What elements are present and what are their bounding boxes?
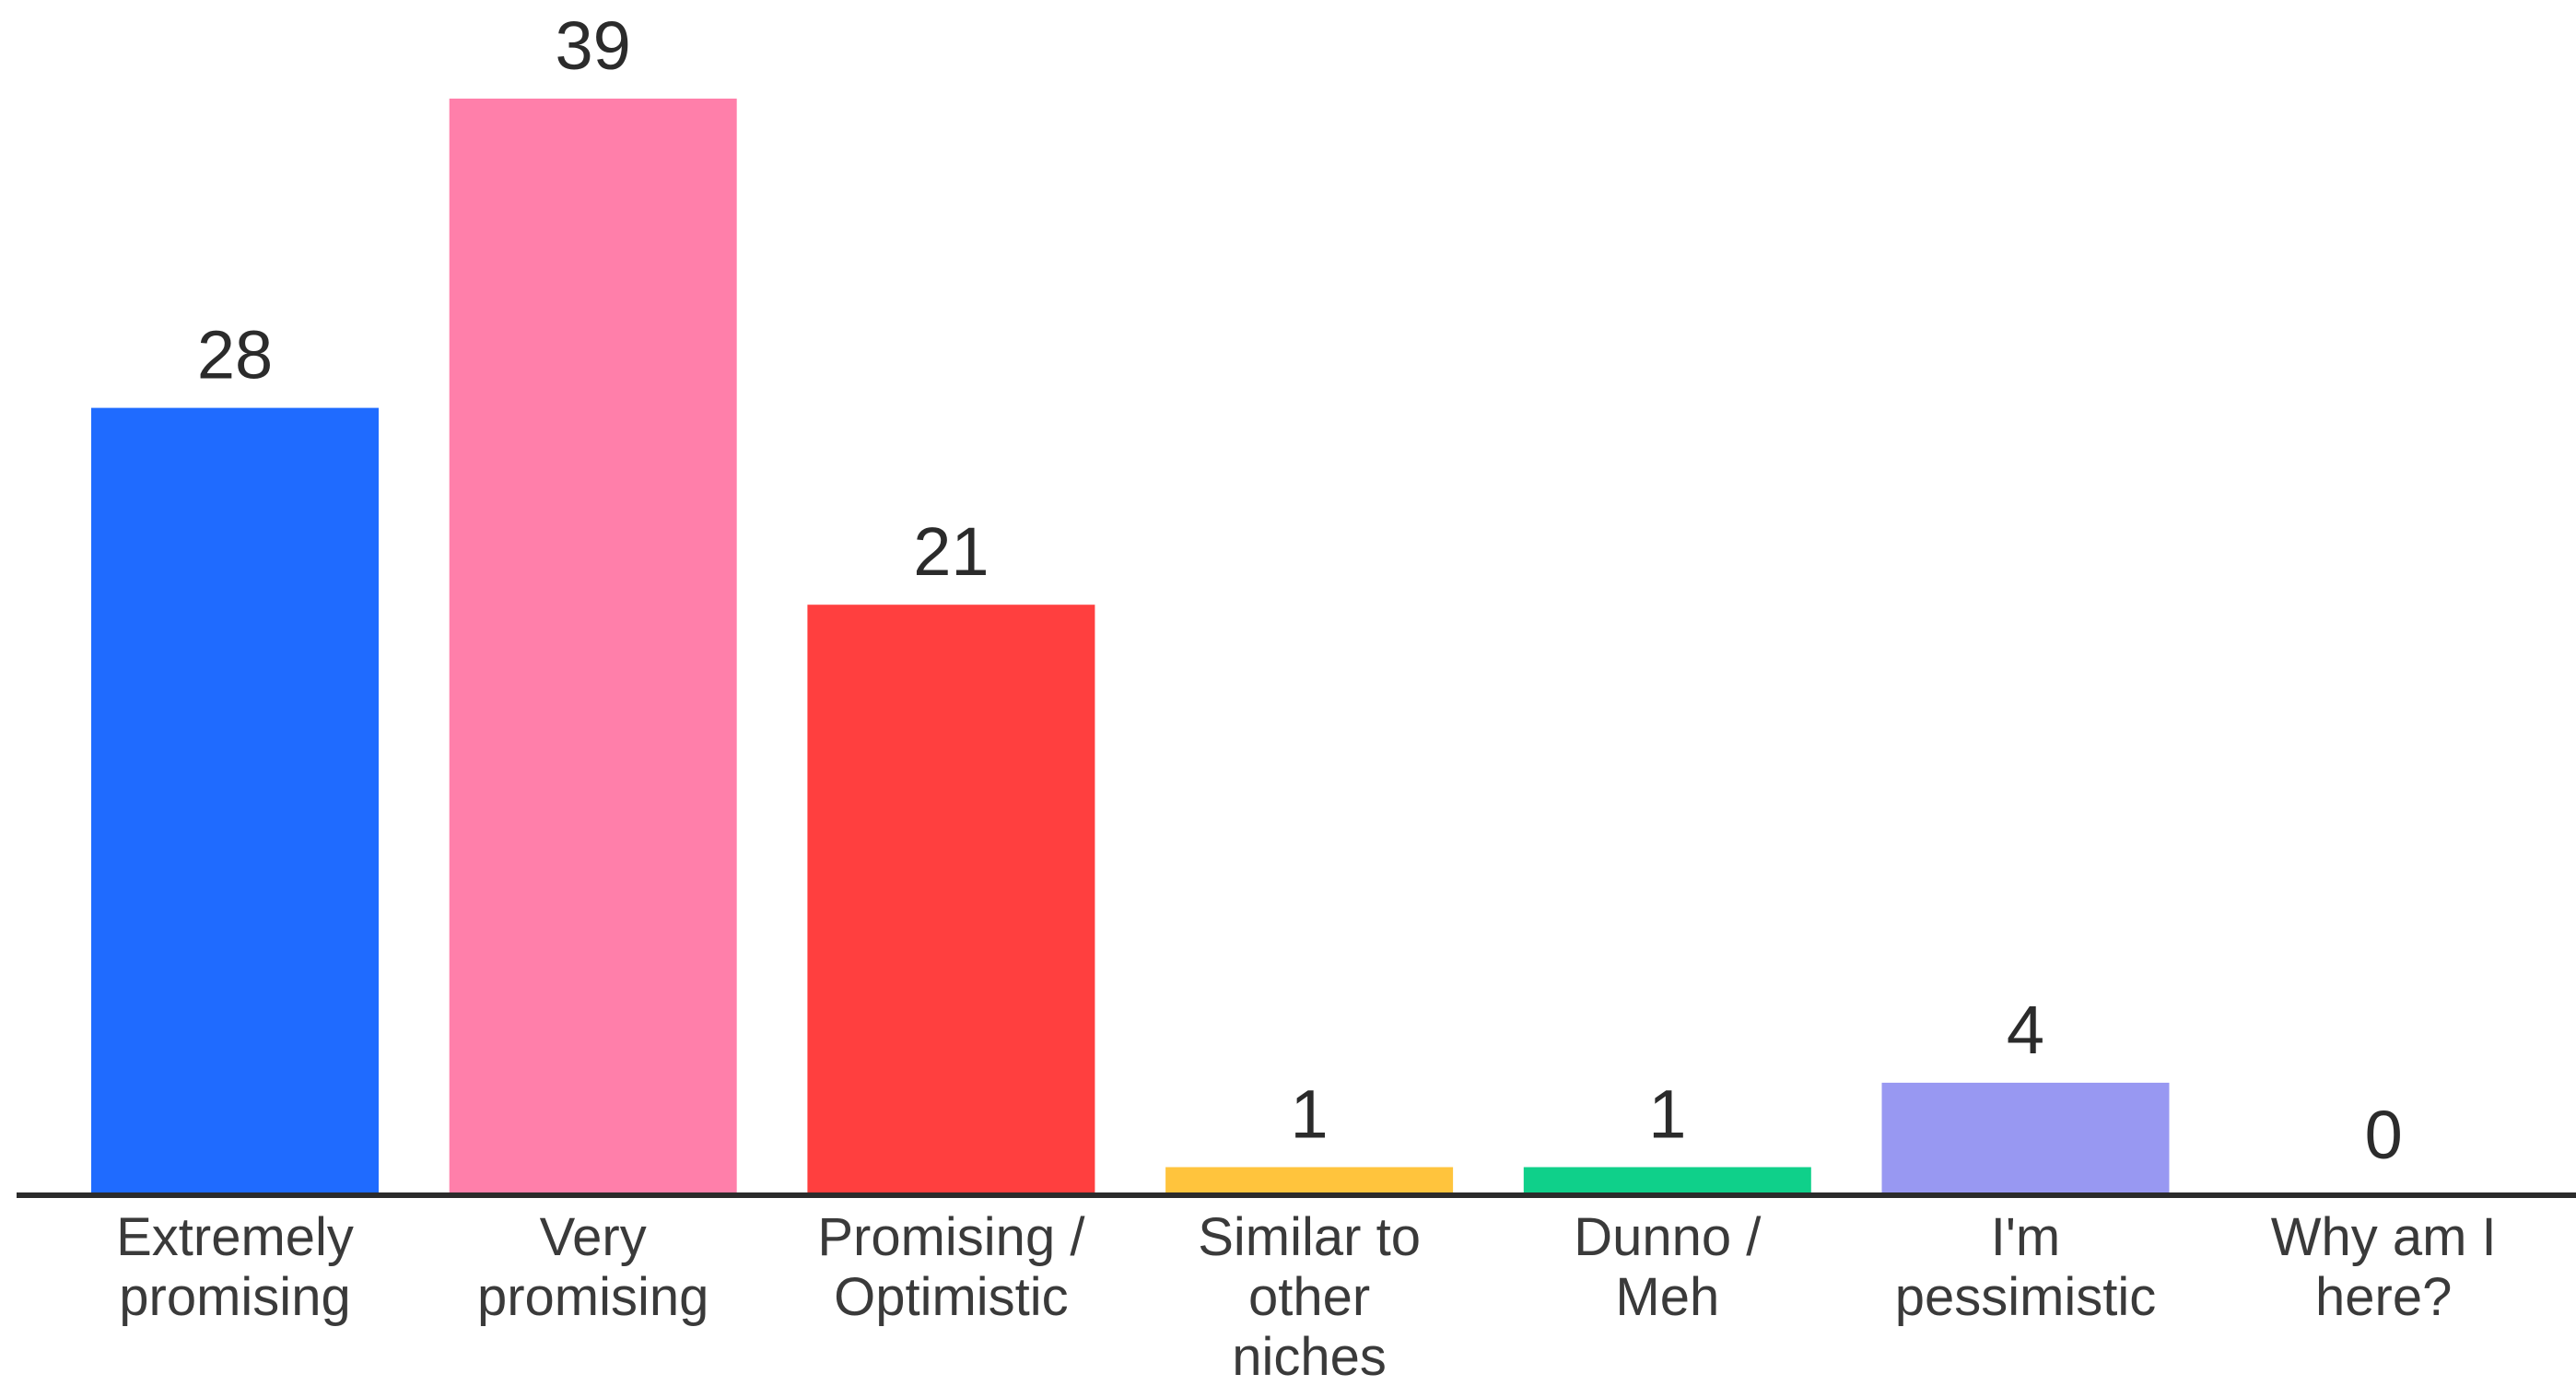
bar-1 bbox=[449, 99, 737, 1195]
value-label-0: 28 bbox=[197, 317, 273, 393]
category-label-line: niches bbox=[1232, 1327, 1387, 1386]
value-label-5: 4 bbox=[2007, 992, 2044, 1068]
category-label-line: Promising / bbox=[817, 1207, 1085, 1267]
category-label-1: Very promising bbox=[477, 1207, 708, 1327]
category-label-5: I'm pessimistic bbox=[1895, 1207, 2157, 1327]
value-label-3: 1 bbox=[1291, 1076, 1329, 1153]
category-label-line: Why am I bbox=[2271, 1207, 2497, 1267]
category-label-line: Similar to bbox=[1198, 1207, 1421, 1267]
category-label-line: here? bbox=[2315, 1267, 2452, 1327]
category-label-2: Promising / Optimistic bbox=[817, 1207, 1085, 1327]
category-label-0: Extremely promising bbox=[116, 1207, 354, 1327]
value-label-2: 21 bbox=[913, 513, 989, 590]
category-label-line: Meh bbox=[1615, 1267, 1719, 1327]
bar-3 bbox=[1165, 1167, 1454, 1195]
category-label-line: other bbox=[1248, 1267, 1370, 1327]
category-label-4: Dunno / Meh bbox=[1574, 1207, 1762, 1327]
value-label-1: 39 bbox=[556, 7, 631, 84]
category-label-line: Dunno / bbox=[1574, 1207, 1762, 1267]
bar-2 bbox=[807, 605, 1095, 1195]
category-label-line: Extremely bbox=[116, 1207, 354, 1267]
category-label-3: Similar to other niches bbox=[1198, 1207, 1421, 1386]
category-label-line: Very bbox=[540, 1207, 647, 1267]
category-label-line: I'm bbox=[1991, 1207, 2061, 1267]
category-label-line: Optimistic bbox=[834, 1267, 1069, 1327]
value-label-6: 0 bbox=[2365, 1097, 2403, 1173]
value-labels-layer: 28 39 21 1 1 4 0 bbox=[197, 7, 2403, 1173]
category-label-line: promising bbox=[477, 1267, 708, 1327]
bar-4 bbox=[1523, 1167, 1811, 1195]
bars-layer bbox=[91, 99, 2170, 1196]
bar-5 bbox=[1881, 1082, 2170, 1195]
category-label-line: pessimistic bbox=[1895, 1267, 2157, 1327]
value-label-4: 1 bbox=[1648, 1076, 1686, 1153]
bar-0 bbox=[91, 407, 379, 1196]
category-label-line: promising bbox=[119, 1267, 350, 1327]
